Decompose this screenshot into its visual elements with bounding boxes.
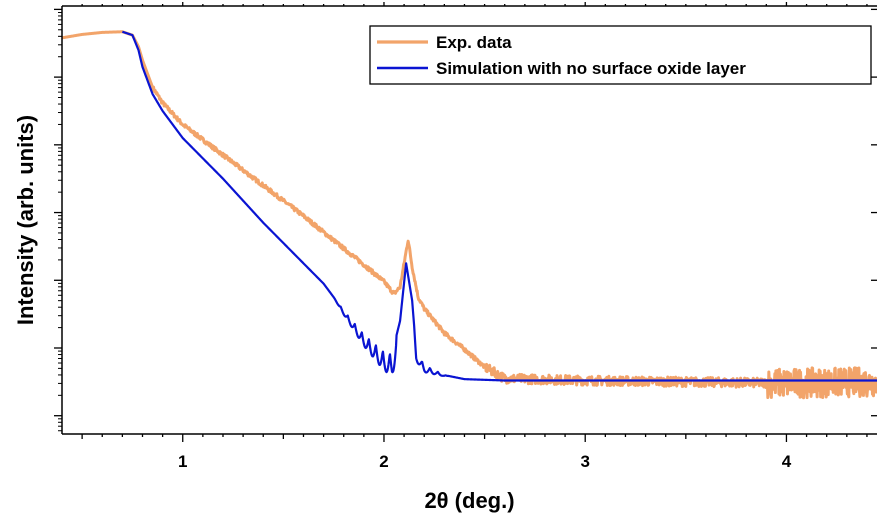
x-tick-label: 2 — [379, 452, 388, 471]
series-line-1 — [62, 30, 877, 400]
plot-area: 1 2 3 4 — [54, 2, 877, 471]
legend: Exp. data Simulation with no surface oxid… — [369, 25, 872, 85]
legend-box — [369, 25, 872, 85]
x-axis-title: 2θ (deg.) — [424, 488, 514, 513]
y-axis-title: Intensity (arb. units) — [13, 115, 38, 325]
x-tick-label: 1 — [178, 452, 187, 471]
legend-label: Exp. data — [436, 33, 512, 52]
x-tick-label: 3 — [580, 452, 589, 471]
x-tick-label: 4 — [782, 452, 792, 471]
legend-label: Simulation with no surface oxide layer — [436, 59, 746, 78]
series-line-2 — [121, 30, 877, 382]
